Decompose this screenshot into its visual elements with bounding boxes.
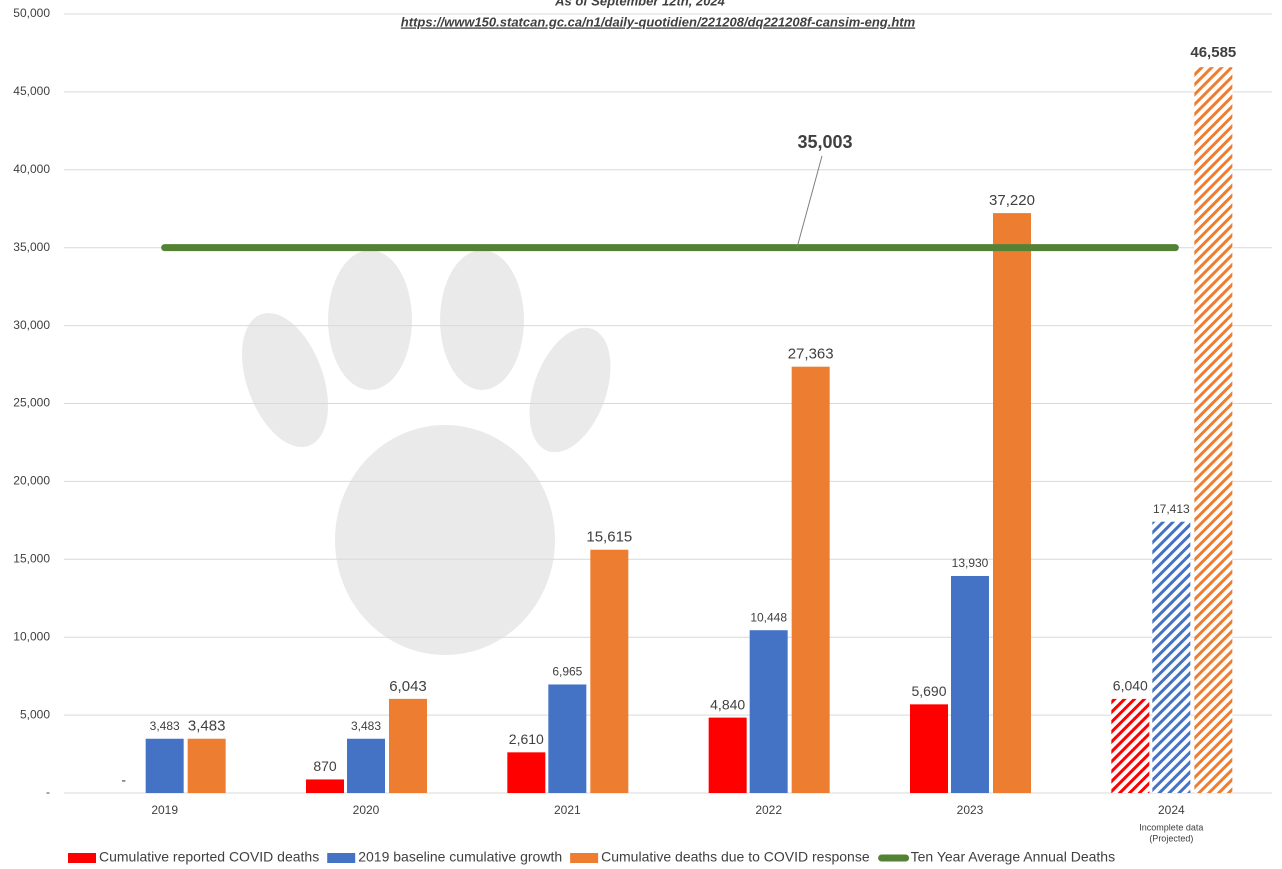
bar xyxy=(145,738,184,793)
category-note: (Projected) xyxy=(1149,833,1193,843)
y-tick-label: 5,000 xyxy=(20,707,50,721)
data-label: 3,483 xyxy=(188,718,226,735)
y-tick-label: 25,000 xyxy=(13,396,50,410)
data-label: 6,965 xyxy=(552,665,582,679)
data-label: 6,043 xyxy=(389,678,427,695)
y-tick-label: 15,000 xyxy=(13,551,50,565)
x-tick-label: 2024 xyxy=(1158,803,1185,817)
data-label: 6,040 xyxy=(1113,678,1148,694)
x-tick-label: 2021 xyxy=(554,803,581,817)
y-tick-label: 20,000 xyxy=(13,474,50,488)
data-label: 13,930 xyxy=(952,556,989,570)
bar xyxy=(951,575,989,793)
bar xyxy=(306,779,344,793)
data-label: 3,483 xyxy=(351,719,381,733)
x-tick-label: 2020 xyxy=(353,803,380,817)
legend-label: 2019 baseline cumulative growth xyxy=(358,849,562,865)
data-label: 4,840 xyxy=(710,696,745,712)
legend-swatch xyxy=(68,853,96,863)
bar xyxy=(910,704,948,793)
category-note: Incomplete data xyxy=(1139,822,1203,832)
data-label: 27,363 xyxy=(788,346,834,363)
bar xyxy=(993,213,1031,793)
data-label: - xyxy=(121,772,126,788)
bar xyxy=(590,549,629,793)
data-label: 10,448 xyxy=(750,610,787,624)
data-label: 3,483 xyxy=(150,719,180,733)
legend-swatch xyxy=(327,853,356,863)
background-paw xyxy=(242,250,611,655)
bar xyxy=(1111,698,1150,793)
data-label: 870 xyxy=(313,758,337,774)
bar xyxy=(389,698,427,793)
bar xyxy=(1152,521,1191,793)
bar xyxy=(749,630,788,793)
bar xyxy=(507,752,546,793)
bar xyxy=(791,366,830,793)
y-tick-label: - xyxy=(46,785,50,799)
y-tick-label: 40,000 xyxy=(13,162,50,176)
bar xyxy=(1194,67,1233,794)
data-label: 2,610 xyxy=(509,731,544,747)
y-tick-label: 10,000 xyxy=(13,629,50,643)
data-label: 15,615 xyxy=(586,529,632,546)
legend-label: Cumulative deaths due to COVID response xyxy=(601,849,870,865)
chart-title: As of September 12th, 2024 xyxy=(554,0,726,8)
leader-line xyxy=(796,155,823,248)
y-tick-label: 35,000 xyxy=(13,240,50,254)
x-tick-label: 2019 xyxy=(151,803,178,817)
chart-subtitle[interactable]: https://www150.statcan.gc.ca/n1/daily-qu… xyxy=(401,14,916,29)
y-tick-label: 45,000 xyxy=(13,84,50,98)
bar xyxy=(708,717,747,793)
y-tick-label: 30,000 xyxy=(13,318,50,332)
data-label: 46,585 xyxy=(1190,44,1236,61)
legend-label: Cumulative reported COVID deaths xyxy=(99,849,319,865)
bar xyxy=(548,684,587,793)
x-tick-label: 2023 xyxy=(957,803,984,817)
x-tick-label: 2022 xyxy=(755,803,782,817)
reference-label: 35,003 xyxy=(797,132,852,152)
bar xyxy=(347,738,385,793)
bar xyxy=(187,738,226,793)
data-label: 37,220 xyxy=(989,192,1035,209)
y-tick-label: 50,000 xyxy=(13,6,50,20)
legend-swatch xyxy=(570,853,599,863)
data-label: 17,413 xyxy=(1153,502,1190,516)
data-label: 5,690 xyxy=(911,683,946,699)
legend-label: Ten Year Average Annual Deaths xyxy=(911,849,1115,865)
